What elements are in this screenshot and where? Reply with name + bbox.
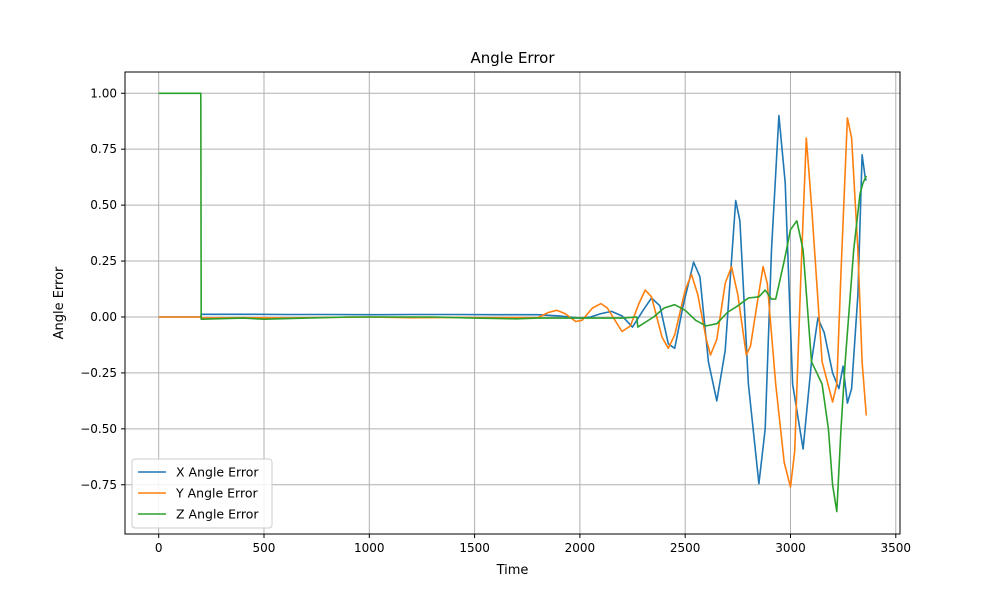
y-axis-ticks: −0.75 −0.50 −0.25 0.00 0.25 0.50 0.75 1.00 bbox=[80, 86, 125, 492]
x-axis-ticks: 0 500 1000 1500 2000 2500 3000 3500 bbox=[155, 534, 911, 555]
legend-label: X Angle Error bbox=[176, 465, 259, 480]
x-tick-label: 1500 bbox=[459, 541, 490, 555]
x-tick-label: 3000 bbox=[775, 541, 806, 555]
plot-area-frame bbox=[124, 71, 901, 535]
legend-box bbox=[131, 458, 273, 529]
y-tick-label: 0.00 bbox=[90, 310, 117, 324]
legend-label: Z Angle Error bbox=[176, 507, 259, 522]
x-tick-label: 1000 bbox=[354, 541, 385, 555]
y-tick-label: 0.75 bbox=[90, 142, 117, 156]
y-tick-label: 0.50 bbox=[90, 198, 117, 212]
legend: X Angle Error Y Angle Error Z Angle Error bbox=[131, 458, 273, 529]
x-tick-label: 2000 bbox=[565, 541, 596, 555]
x-tick-label: 2500 bbox=[670, 541, 701, 555]
series-lines bbox=[158, 92, 868, 513]
x-axis-label: Time bbox=[496, 563, 529, 578]
series-line-3 bbox=[158, 92, 868, 513]
series-line-1 bbox=[158, 114, 868, 485]
y-tick-label: −0.25 bbox=[80, 366, 117, 380]
x-tick-label: 500 bbox=[253, 541, 276, 555]
y-tick-label: −0.50 bbox=[80, 422, 117, 436]
y-tick-label: 1.00 bbox=[90, 86, 117, 100]
x-tick-label: 0 bbox=[155, 541, 163, 555]
y-tick-label: −0.75 bbox=[80, 478, 117, 492]
chart-title: Angle Error bbox=[470, 49, 555, 67]
x-tick-label: 3500 bbox=[881, 541, 912, 555]
series-line-2 bbox=[158, 117, 868, 488]
y-axis-label: Angle Error bbox=[52, 266, 67, 339]
legend-label: Y Angle Error bbox=[175, 486, 258, 501]
y-tick-label: 0.25 bbox=[90, 254, 117, 268]
